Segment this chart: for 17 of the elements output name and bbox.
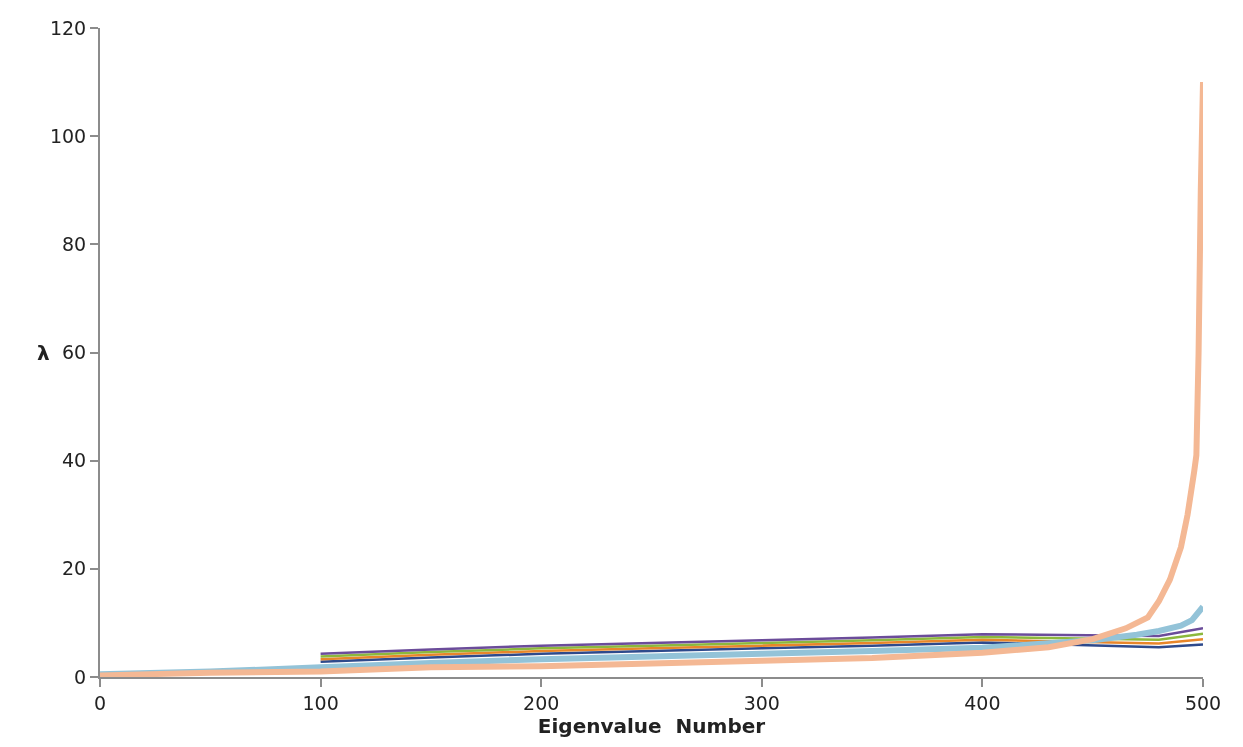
line-series: [319, 627, 1203, 655]
x-tick-label: 400: [964, 691, 1001, 714]
y-tick-label: 0: [74, 665, 87, 688]
y-tick-label: 20: [62, 557, 87, 580]
y-tick-label: 60: [62, 341, 87, 364]
y-tick-label: 80: [62, 232, 87, 255]
y-axis-title: λ: [37, 341, 50, 365]
x-tick-label: 300: [743, 691, 780, 714]
x-tick-label: 100: [302, 691, 339, 714]
y-tick-label: 40: [62, 449, 87, 472]
x-axis-title: Eigenvalue Number: [537, 713, 766, 738]
x-tick-label: 200: [523, 691, 560, 714]
y-tick-label: 100: [49, 124, 87, 147]
x-tick-label: 500: [1184, 691, 1222, 714]
y-tick-label: 120: [49, 16, 87, 39]
x-tick-label: 0: [93, 691, 107, 714]
line-series: [319, 632, 1203, 658]
